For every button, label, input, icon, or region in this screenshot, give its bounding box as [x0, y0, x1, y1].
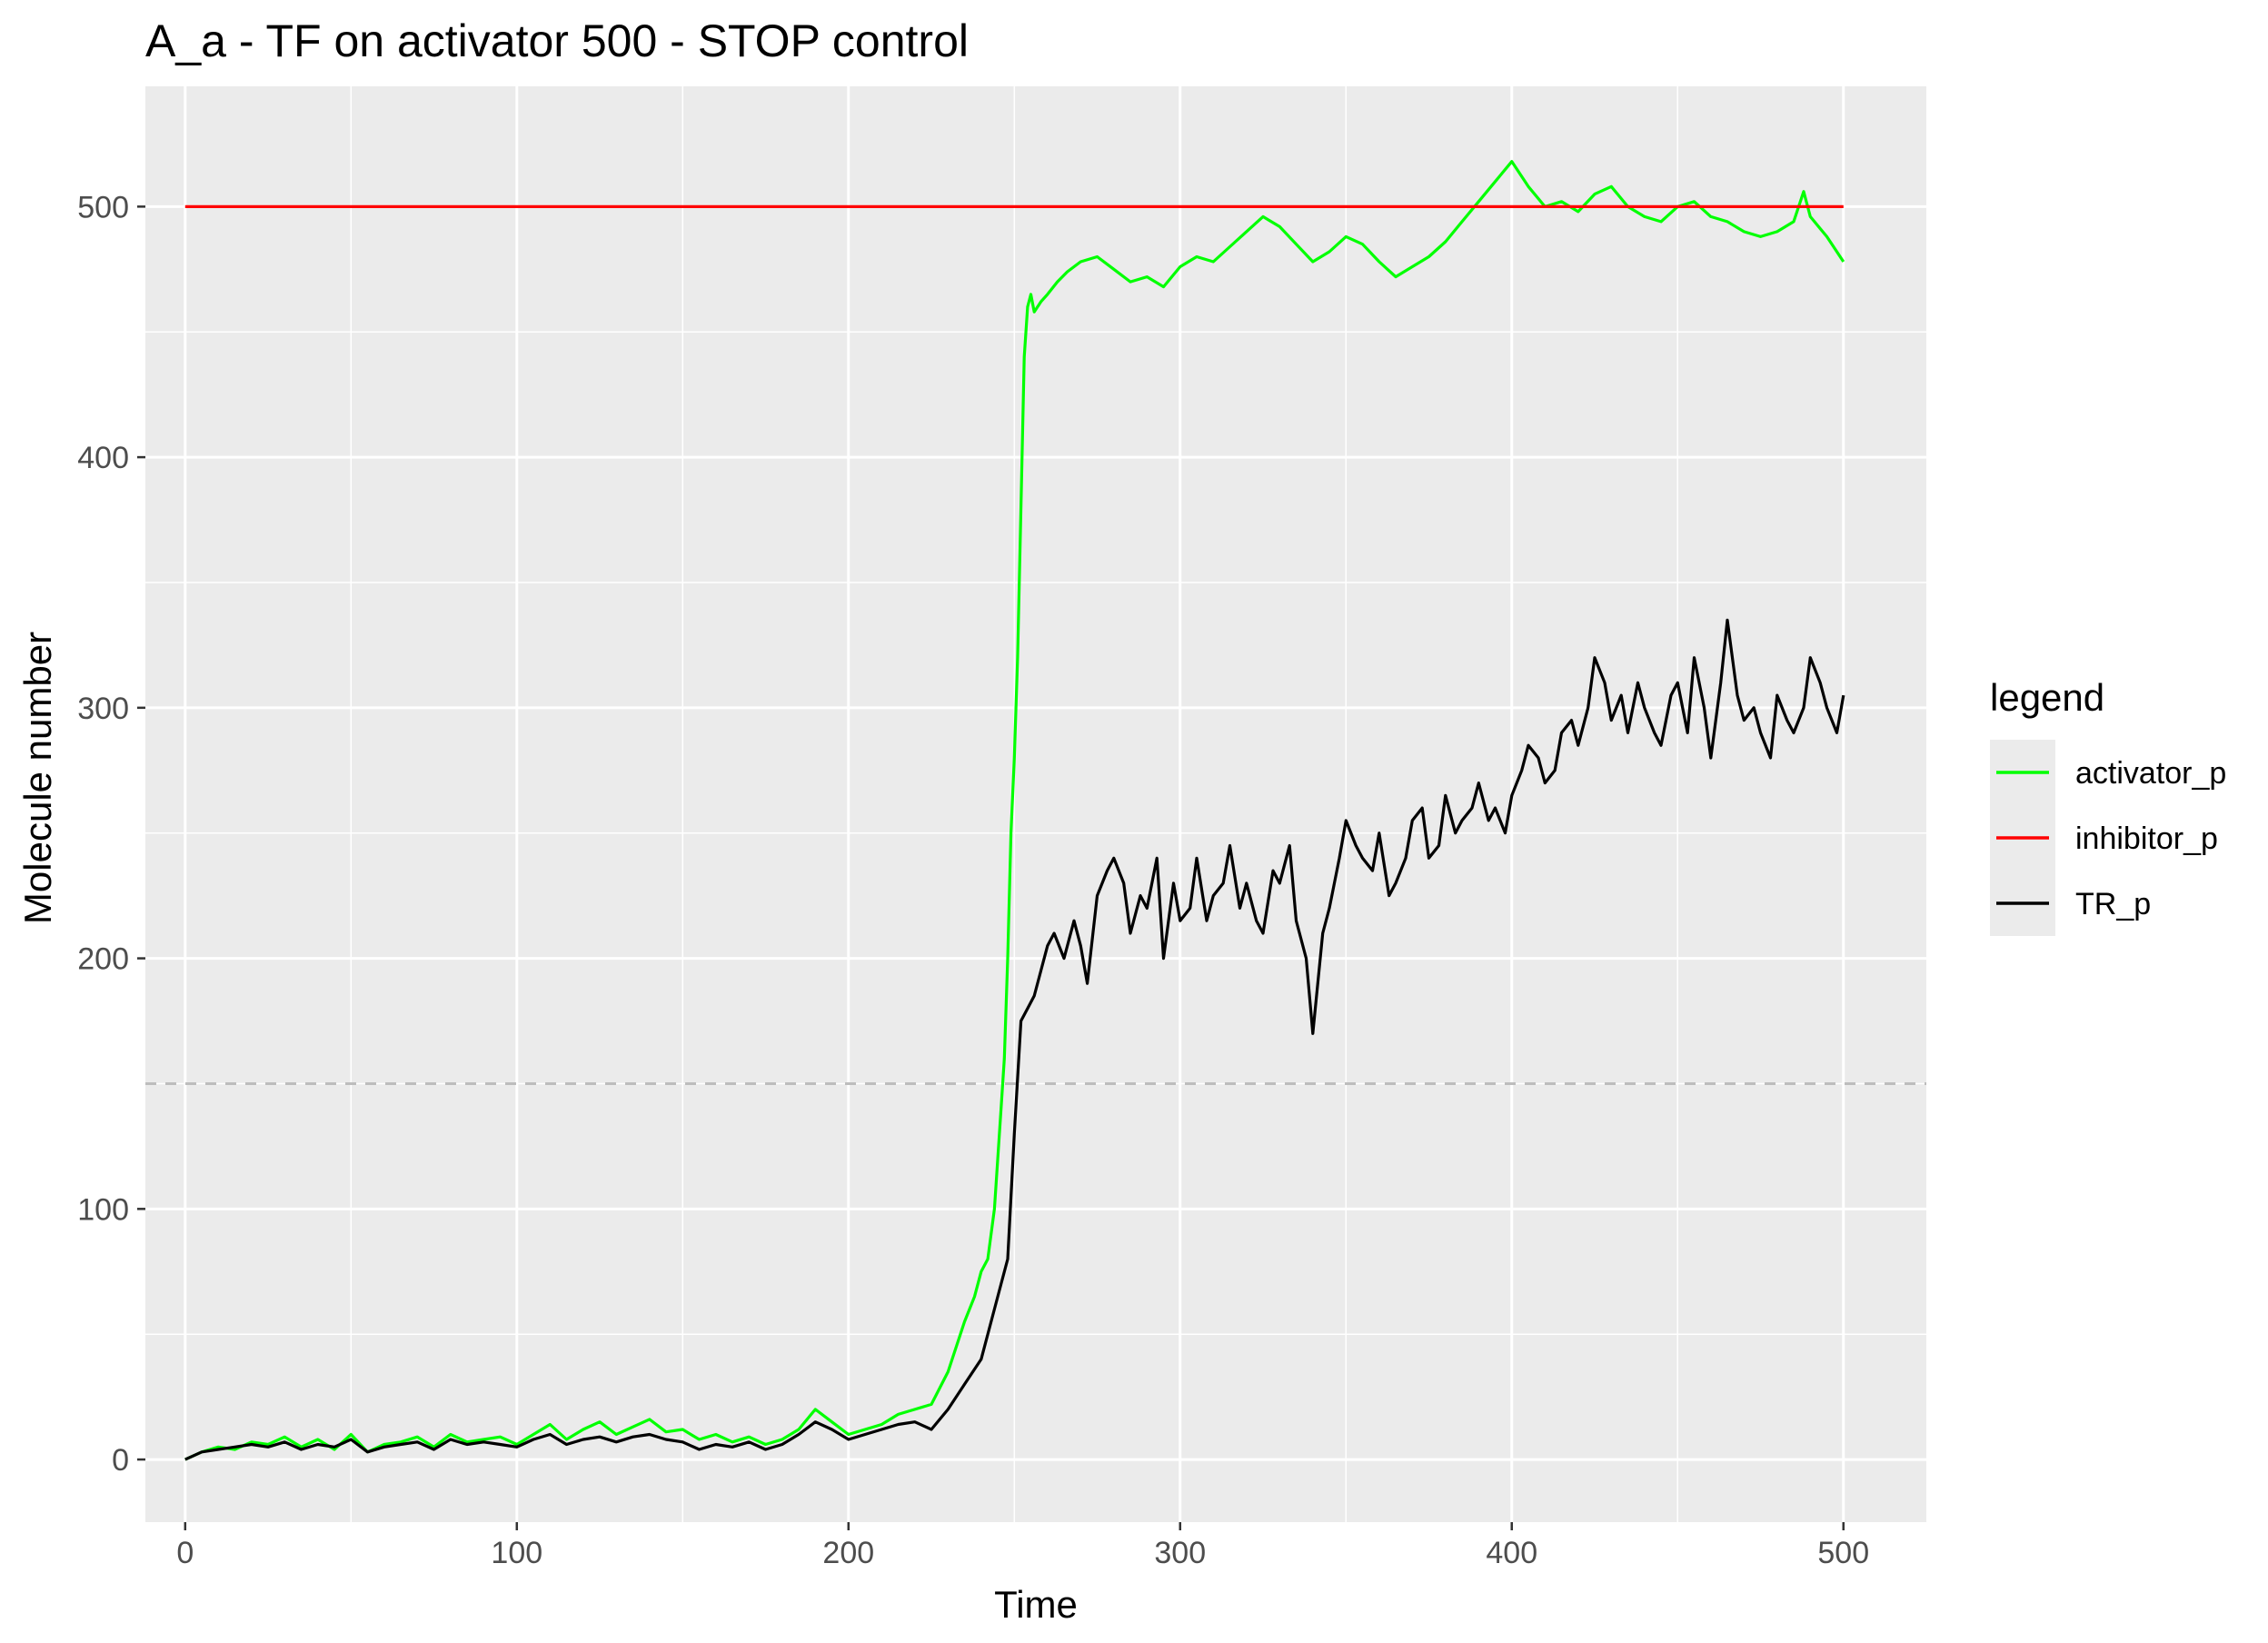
y-axis: 0 100 200 300 400 500 [77, 190, 145, 1478]
x-axis: 0 100 200 300 400 500 [176, 1522, 1869, 1570]
x-tick-label: 400 [1486, 1536, 1537, 1570]
x-tick-label: 500 [1817, 1536, 1869, 1570]
x-tick-label: 0 [176, 1536, 194, 1570]
x-tick-label: 300 [1154, 1536, 1206, 1570]
y-tick-label: 100 [77, 1192, 129, 1227]
y-tick-label: 500 [77, 190, 129, 224]
series-line-TR-p [184, 618, 1845, 1461]
legend-label: activator_p [2075, 756, 2226, 791]
legend-label: TR_p [2075, 887, 2151, 921]
x-axis-label: Time [994, 1583, 1078, 1626]
legend-title: legend [1990, 676, 2104, 719]
y-axis-label: Molecule number [16, 632, 59, 924]
series-lines [184, 160, 1845, 1461]
x-tick-label: 200 [822, 1536, 874, 1570]
y-tick-label: 300 [77, 692, 129, 726]
legend: legend activator_p inhibitor_p TR_p [1990, 676, 2226, 936]
plot-panel [145, 86, 1926, 1522]
x-tick-label: 100 [491, 1536, 542, 1570]
legend-label: inhibitor_p [2075, 822, 2218, 856]
y-tick-label: 200 [77, 942, 129, 977]
legend-items: activator_p inhibitor_p TR_p [1990, 740, 2226, 936]
chart-title: A_a - TF on activator 500 - STOP control [145, 15, 969, 66]
y-tick-label: 400 [77, 441, 129, 475]
y-tick-label: 0 [112, 1443, 129, 1478]
